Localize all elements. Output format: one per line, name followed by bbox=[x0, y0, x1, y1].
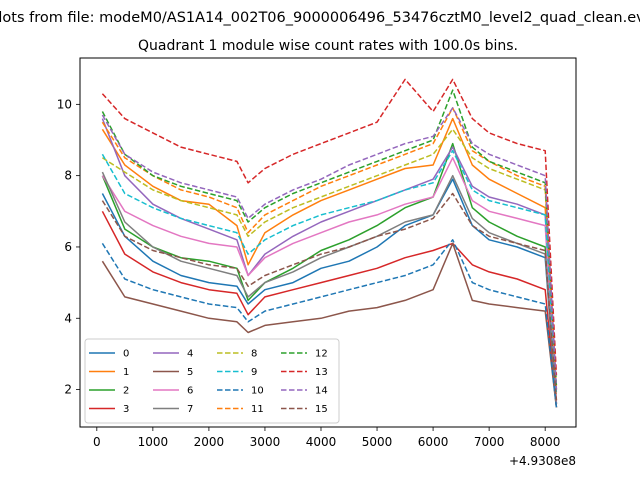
legend-label-1: 1 bbox=[123, 367, 129, 378]
series-line-8 bbox=[101, 128, 558, 387]
legend-label-11: 11 bbox=[251, 404, 264, 415]
series-line-1 bbox=[101, 117, 558, 401]
legend-label-0: 0 bbox=[123, 349, 129, 360]
legend-label-12: 12 bbox=[315, 349, 328, 360]
x-tick-label: 7000 bbox=[474, 435, 505, 449]
legend-label-3: 3 bbox=[123, 404, 129, 415]
figure-suptitle: Plots from file: modeM0/AS1A14_002T06_90… bbox=[0, 10, 640, 26]
legend-label-2: 2 bbox=[123, 386, 129, 397]
legend-label-9: 9 bbox=[251, 367, 257, 378]
x-tick-label: 6000 bbox=[418, 435, 449, 449]
series-line-13 bbox=[101, 78, 558, 376]
x-tick-label: 3000 bbox=[250, 435, 281, 449]
plot-area-frame bbox=[79, 57, 577, 428]
x-tick-label: 1000 bbox=[138, 435, 169, 449]
x-axis: 0 1000 2000 3000 4000 5000 6000 7000 8000 bbox=[93, 427, 560, 449]
legend-frame bbox=[84, 338, 340, 424]
x-tick-label: 0 bbox=[93, 435, 101, 449]
x-tick-label: 5000 bbox=[362, 435, 393, 449]
series-line-12 bbox=[101, 89, 558, 387]
series-line-0 bbox=[101, 178, 558, 408]
series-line-14 bbox=[101, 107, 558, 390]
y-tick-label: 10 bbox=[57, 97, 72, 111]
x-offset-label: +4.9308e8 bbox=[509, 454, 576, 468]
y-axis: 2 4 6 8 10 bbox=[57, 97, 80, 397]
legend-label-4: 4 bbox=[187, 349, 193, 360]
series-line-7 bbox=[101, 171, 558, 408]
x-tick-label: 2000 bbox=[194, 435, 225, 449]
series-layer bbox=[101, 78, 558, 408]
y-tick-label: 8 bbox=[64, 169, 72, 183]
legend-label-15: 15 bbox=[315, 404, 328, 415]
y-tick-label: 4 bbox=[64, 311, 72, 325]
legend-label-6: 6 bbox=[187, 386, 193, 397]
legend-label-7: 7 bbox=[187, 404, 193, 415]
series-line-5 bbox=[101, 242, 558, 408]
chart-title: Quadrant 1 module wise count rates with … bbox=[138, 38, 518, 54]
series-line-15 bbox=[101, 192, 558, 401]
x-tick-label: 8000 bbox=[530, 435, 561, 449]
series-line-4 bbox=[101, 118, 558, 404]
y-tick-label: 2 bbox=[64, 383, 72, 397]
series-line-3 bbox=[101, 210, 558, 408]
legend-label-13: 13 bbox=[315, 367, 328, 378]
x-tick-label: 4000 bbox=[306, 435, 337, 449]
legend-label-8: 8 bbox=[251, 349, 257, 360]
y-tick-label: 6 bbox=[64, 240, 72, 254]
series-line-6 bbox=[101, 157, 558, 404]
legend-label-10: 10 bbox=[251, 386, 264, 397]
legend-label-5: 5 bbox=[187, 367, 193, 378]
series-line-10 bbox=[101, 239, 558, 408]
legend-label-14: 14 bbox=[315, 386, 328, 397]
